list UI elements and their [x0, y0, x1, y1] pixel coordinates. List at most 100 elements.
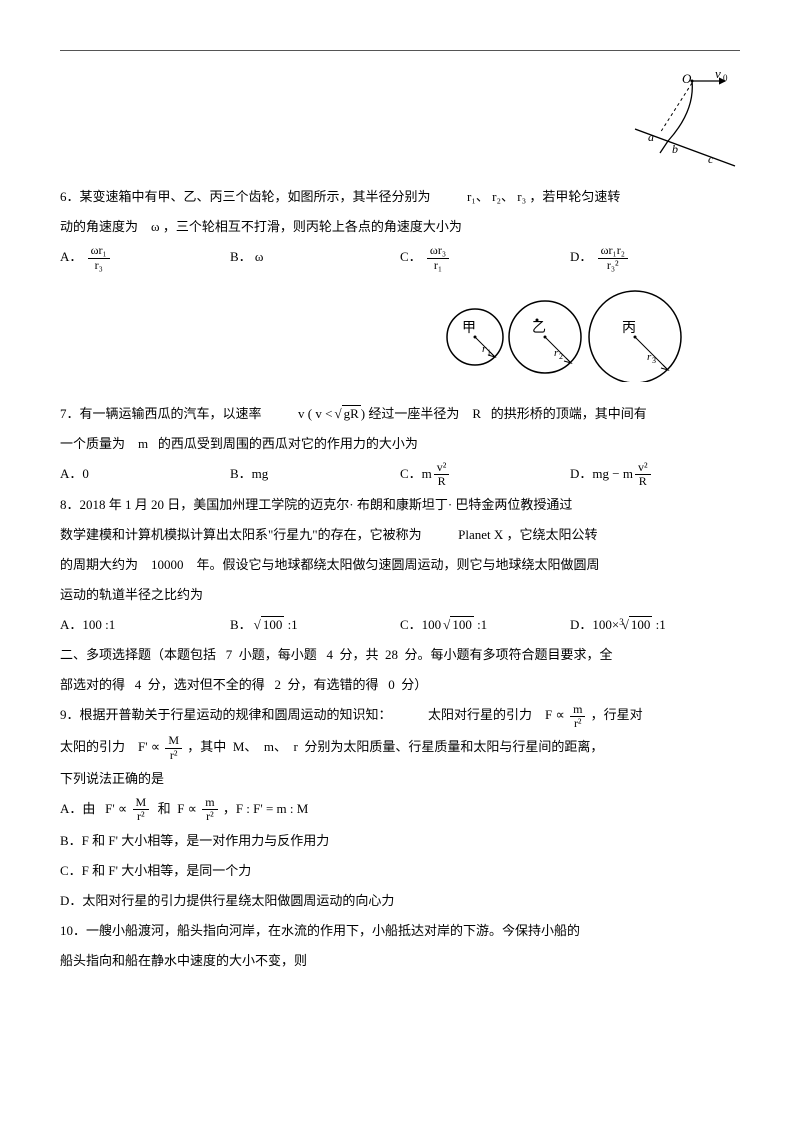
q7-A-val: 0 — [82, 466, 89, 481]
q9-l3: 下列说法正确的是 — [60, 766, 740, 792]
q9-F2den: r² — [165, 749, 182, 762]
q7-C-den: R — [434, 475, 450, 488]
q8-period: 10000 — [151, 557, 184, 572]
q8-l4: 运动的轨道半径之比约为 — [60, 582, 740, 608]
q8-options: A．100 :1 B．100 :1 C．100100 :1 D．100×3100… — [60, 612, 740, 638]
q7-vsuf: ) — [361, 406, 365, 421]
q8-C-rad: 100 — [450, 616, 474, 632]
q9-M: M — [233, 739, 245, 754]
q8-D-suf: :1 — [652, 617, 665, 632]
q8-A-val: 100 :1 — [82, 617, 115, 632]
q9-A1den: r² — [133, 810, 150, 823]
q7-t4: 一个质量为 — [60, 436, 125, 451]
q9-A1lhs: F' ∝ — [105, 801, 127, 816]
q8-l3a: 的周期大约为 — [60, 557, 138, 572]
q6-optD: D． ωr₁r₂r₃² — [570, 244, 740, 272]
svg-text:乙: 乙 — [532, 320, 546, 336]
q7-B-label: B． — [230, 466, 252, 481]
svg-text:3: 3 — [652, 356, 656, 365]
q6-text2: ，若甲轮匀速转 — [529, 189, 620, 204]
q7-D-label: D． — [570, 466, 592, 481]
q9-l1: 9．根据开普勒关于行星运动的规律和圆周运动的知识知： 太阳对行星的引力 F ∝ … — [60, 702, 740, 730]
q7-optC: C．mv²R — [400, 461, 570, 489]
section2-l2: 部选对的得 4 分，选对但不全的得 2 分，有选错的得 0 分） — [60, 672, 740, 698]
q9-t2c: 分别为太阳质量、行星质量和太阳与行星间的距离， — [304, 739, 603, 754]
gears-diagram: 甲 r 1 乙 r 2 丙 r 3 — [440, 282, 700, 382]
q9-optD: D．太阳对行星的引力提供行星绕太阳做圆周运动的向心力 — [60, 888, 740, 914]
q8-B-suf: :1 — [284, 617, 297, 632]
q8-optA: A．100 :1 — [60, 612, 230, 638]
q6-B-label: B． — [230, 249, 252, 264]
svg-text:v: v — [715, 71, 721, 81]
q6-optC: C． ωr₃r₁ — [400, 244, 570, 272]
s2-t1c: 分，共 — [340, 647, 379, 662]
q6-A-num: ωr₁ — [88, 244, 110, 258]
q8-optB: B．100 :1 — [230, 612, 400, 638]
svg-text:丙: 丙 — [622, 321, 636, 336]
svg-text:b: b — [672, 142, 678, 156]
q7-C-label: C． — [400, 466, 422, 481]
q9-optC: C．F 和 F' 大小相等，是同一个力 — [60, 858, 740, 884]
svg-text:O: O — [682, 71, 692, 86]
q6-A-label: A． — [60, 249, 82, 264]
q7-optB: B．mg — [230, 461, 400, 489]
q9-m: m — [264, 739, 274, 754]
q6-text3: 动的角速度为 — [60, 219, 138, 234]
q7-C-num: v² — [434, 461, 450, 475]
header-rule — [60, 50, 740, 51]
q7-stem-a: 7．有一辆运输西瓜的汽车，以速率 v ( v <gR) 经过一座半径为 R 的拱… — [60, 401, 740, 427]
q6-options: A． ωr₁r₃ B． ω C． ωr₃r₁ D． ωr₁r₂r₃² — [60, 244, 740, 272]
q6-C-den: r₁ — [427, 259, 449, 272]
q6-D-label: D． — [570, 249, 592, 264]
s2-t1d: 分。每小题有多项符合题目要求，全 — [405, 647, 613, 662]
q6-D-num: ωr₁r₂ — [598, 244, 628, 258]
q7-rad: gR — [342, 405, 361, 421]
q7-vpre: v ( v < — [298, 406, 332, 421]
q8-optD: D．100×3100 :1 — [570, 612, 740, 638]
svg-text:c: c — [708, 152, 714, 166]
q7-t2: 经过一座半径为 — [368, 406, 459, 421]
q9-optA: A．由 F' ∝ Mr² 和 F ∝ mr² ，F : F' = m : M — [60, 796, 740, 824]
page: O v 0 a b c 6．某变速箱中有甲、乙、丙三个齿轮，如图所示，其半径分别… — [0, 0, 800, 1133]
s2-t2d: 分） — [401, 677, 427, 692]
q6-text4: ，三个轮相互不打滑，则丙轮上各点的角速度大小为 — [163, 219, 462, 234]
q7-D-num: v² — [635, 461, 651, 475]
q6-radii: r₁、 r₂、 r₃ — [467, 189, 526, 204]
q9-A-and: 和 — [158, 801, 171, 816]
q10-l1: 10．一艘小船渡河，船头指向河岸，在水流的作用下，小船抵达对岸的下游。今保持小船… — [60, 918, 740, 944]
s2-total: 28 — [385, 647, 398, 662]
q8-l3: 的周期大约为 10000 年。假设它与地球都绕太阳做匀速圆周运动，则它与地球绕太… — [60, 552, 740, 578]
q7-options: A．0 B．mg C．mv²R D．mg − mv²R — [60, 461, 740, 489]
s2-t2b: 分，选对但不全的得 — [148, 677, 265, 692]
q9-A1num: M — [133, 796, 150, 810]
q9-A-tail: ，F : F' = m : M — [223, 801, 309, 816]
section2-l1: 二、多项选择题（本题包括 7 小题，每小题 4 分，共 28 分。每小题有多项符… — [60, 642, 740, 668]
q9-F1num: m — [570, 703, 585, 717]
q6-optB: B． ω — [230, 244, 400, 272]
q8-C-pre: 100 — [422, 617, 442, 632]
q9-A2num: m — [202, 796, 217, 810]
q7-m: m — [138, 436, 148, 451]
q7-C-pre: m — [422, 466, 432, 481]
q6-stem-b: 动的角速度为 ω ，三个轮相互不打滑，则丙轮上各点的角速度大小为 — [60, 214, 740, 240]
q6-stem: 6．某变速箱中有甲、乙、丙三个齿轮，如图所示，其半径分别为 r₁、 r₂、 r₃… — [60, 184, 740, 210]
q9-A2den: r² — [202, 810, 217, 823]
q7-B-val: mg — [252, 466, 269, 481]
q7-stem-b: 一个质量为 m 的西瓜受到周围的西瓜对它的作用力的大小为 — [60, 431, 740, 457]
q7-D-den: R — [635, 475, 651, 488]
q7-D-pre: mg − m — [592, 466, 633, 481]
q8-C-suf: :1 — [474, 617, 487, 632]
q7-t5: 的西瓜受到周围的西瓜对它的作用力的大小为 — [158, 436, 418, 451]
q6-C-num: ωr₃ — [427, 244, 449, 258]
q8-D-pre: 100× — [592, 617, 619, 632]
q7-A-label: A． — [60, 466, 82, 481]
s2-t2c: 分，有选错的得 — [288, 677, 379, 692]
svg-text:2: 2 — [559, 352, 563, 361]
q9-t2b: ，其中 — [187, 739, 226, 754]
q9-t1c: ，行星对 — [591, 707, 643, 722]
q8-l2b: ，它绕太阳公转 — [507, 527, 598, 542]
q8-A-label: A． — [60, 617, 82, 632]
q7-optA: A．0 — [60, 461, 230, 489]
q8-l2a: 数学建模和计算机模拟计算出太阳系"行星九"的存在，它被称为 — [60, 527, 422, 542]
q9-A-label: A．由 — [60, 801, 95, 816]
